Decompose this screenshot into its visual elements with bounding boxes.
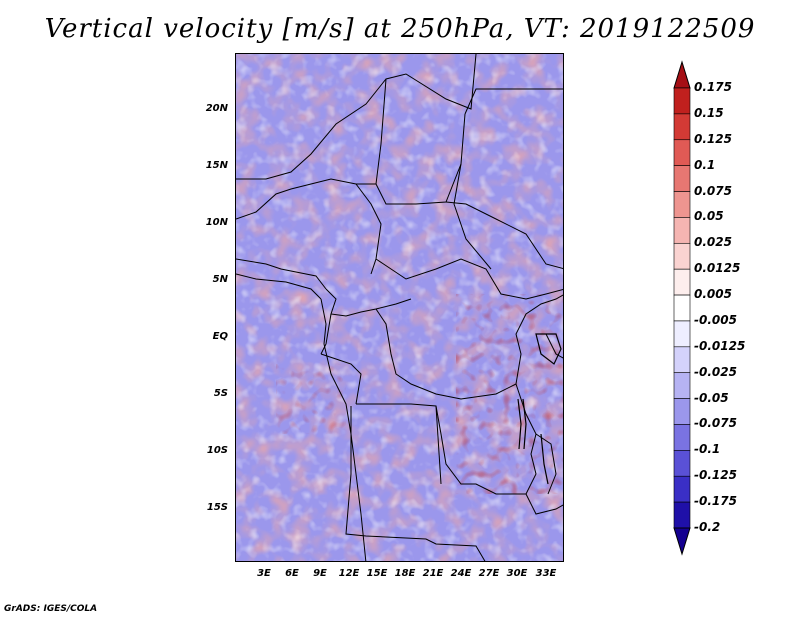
- velocity-map: [235, 53, 564, 562]
- colorbar-segment: [673, 268, 691, 296]
- colorbar: [673, 60, 691, 556]
- colorbar-label: 0.005: [694, 287, 732, 302]
- colorbar-label: 0.025: [694, 235, 732, 250]
- lon-label: 33E: [535, 568, 557, 579]
- colorbar-label: 0.05: [694, 209, 724, 224]
- colorbar-segment: [673, 113, 691, 141]
- velocity-field: [236, 54, 563, 561]
- lon-label: 12E: [338, 568, 360, 579]
- colorbar-label: -0.025: [694, 364, 737, 379]
- colorbar-label: 0.15: [694, 105, 724, 120]
- lon-label: 15E: [366, 568, 388, 579]
- lat-label: 5N: [212, 274, 228, 285]
- lat-label: 15N: [205, 160, 228, 171]
- colorbar-label: 0.1: [694, 157, 716, 172]
- colorbar-segment: [673, 165, 691, 192]
- colorbar-label: -0.175: [694, 494, 737, 509]
- lon-label: 24E: [450, 568, 472, 579]
- lat-label: 5S: [213, 388, 228, 399]
- lat-label: EQ: [212, 331, 228, 342]
- colorbar-segment: [673, 217, 691, 244]
- colorbar-segment: [673, 87, 691, 115]
- colorbar-segment: [673, 372, 691, 399]
- lat-label: 10N: [205, 217, 228, 228]
- colorbar-label: -0.0125: [694, 338, 746, 353]
- lon-label: 30E: [506, 568, 528, 579]
- colorbar-segment: [673, 346, 691, 374]
- lon-label: 18E: [394, 568, 416, 579]
- colorbar-segment: [673, 398, 691, 425]
- colorbar-segment: [673, 320, 691, 348]
- lakes: [517, 333, 562, 485]
- lon-label: 9E: [313, 568, 327, 579]
- colorbar-segment: [673, 294, 691, 322]
- colorbar-segment: [673, 424, 691, 451]
- colorbar-label: -0.05: [694, 390, 729, 405]
- lon-label: 27E: [478, 568, 500, 579]
- grads-credit: GrADS: IGES/COLA: [4, 604, 98, 614]
- lon-label: 3E: [257, 568, 271, 579]
- lon-label: 6E: [285, 568, 299, 579]
- colorbar-label: -0.1: [694, 442, 721, 457]
- colorbar-segment: [673, 501, 691, 529]
- colorbar-label: 0.175: [694, 80, 732, 94]
- colorbar-segment: [673, 475, 691, 503]
- colorbar-label: -0.2: [694, 520, 721, 534]
- lat-label: 10S: [206, 445, 228, 456]
- lat-label: 20N: [205, 103, 228, 114]
- lon-label: 21E: [422, 568, 444, 579]
- colorbar-arrow-bottom: [673, 527, 691, 556]
- coastline: [236, 273, 367, 561]
- lat-label: 15S: [206, 502, 228, 513]
- map-title: Vertical velocity [m/s] at 250hPa, VT: 2…: [44, 14, 756, 44]
- colorbar-label: 0.075: [694, 183, 732, 198]
- colorbar-segment: [673, 191, 691, 218]
- colorbar-segment: [673, 242, 691, 270]
- colorbar-label: -0.125: [694, 468, 737, 483]
- colorbar-segment: [673, 139, 691, 166]
- colorbar-label: -0.005: [694, 312, 737, 327]
- colorbar-segment: [673, 450, 691, 477]
- country-borders: [236, 54, 563, 561]
- colorbar-label: 0.0125: [694, 261, 741, 276]
- colorbar-label: -0.075: [694, 416, 737, 431]
- colorbar-label: 0.125: [694, 131, 732, 146]
- colorbar-arrow-top: [673, 60, 691, 89]
